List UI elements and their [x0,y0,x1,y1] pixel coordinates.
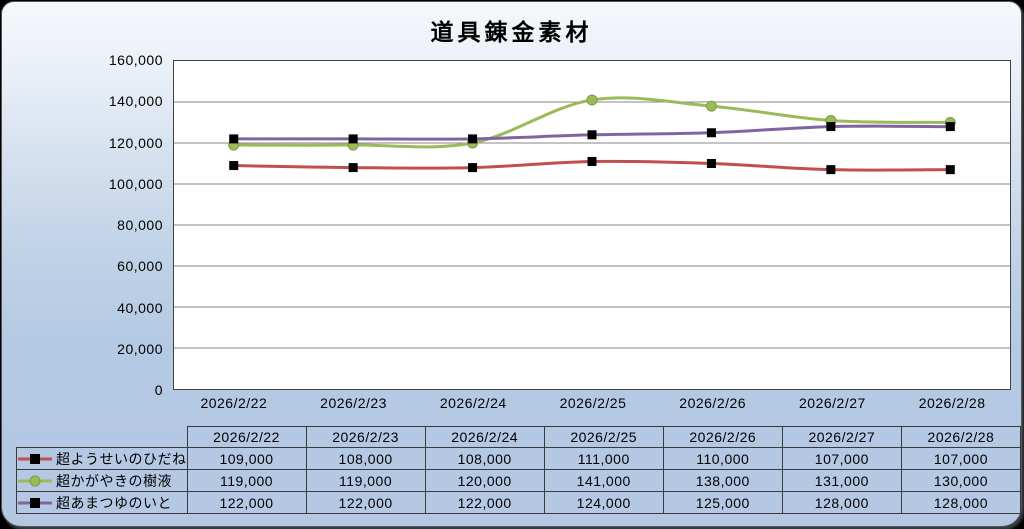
table-header-cell: 2026/2/24 [424,426,545,448]
table-value-cell: 110,000 [662,447,783,470]
table-value-cell: 125,000 [662,491,783,514]
chart-title: 道具錬金素材 [430,19,593,45]
table-value-cell: 124,000 [543,491,664,514]
series-label-cell: 超あまつゆのいと [16,491,188,514]
data-point-marker [468,134,478,144]
y-axis-tick: 40,000 [117,299,163,316]
x-axis-tick: 2026/2/22 [200,395,268,411]
table-header-cell: 2026/2/25 [543,426,664,448]
series-label-cell: 超かがやきの樹液 [16,469,188,492]
table-header-row: 2026/2/22 2026/2/23 2026/2/24 2026/2/25 2026… [17,426,1022,448]
table-value-cell: 128,000 [781,491,902,514]
legend-key-icon [18,475,52,486]
table-value-cell: 107,000 [781,447,902,470]
data-point-marker [229,161,239,171]
table-value-cell: 138,000 [662,469,783,492]
table-header-cell: 2026/2/28 [900,426,1022,448]
data-point-marker [826,122,836,132]
y-axis-tick: 160,000 [108,52,163,68]
data-point-marker [706,159,716,168]
data-table: 2026/2/22 2026/2/23 2026/2/24 2026/2/25 2026… [16,426,1022,514]
x-axis-tick: 2026/2/24 [439,395,507,411]
x-axis-tick: 2026/2/27 [799,395,866,411]
data-point-marker [706,128,716,138]
y-axis-tick: 20,000 [117,340,163,357]
data-point-marker [587,130,597,140]
data-point-marker [468,163,478,173]
table-header-cell: 2026/2/26 [662,426,783,448]
legend-key-icon [18,453,52,464]
table-header-cell: 2026/2/22 [186,426,307,448]
table-header-cell: 2026/2/27 [781,426,902,448]
data-point-marker [348,163,358,173]
data-point-marker [945,165,955,175]
table-value-cell: 131,000 [781,469,902,492]
legend-key-marker [30,453,40,464]
data-point-marker [826,165,836,175]
legend-key-marker [30,497,40,508]
series-label: 超かがやきの樹液 [17,471,186,491]
series-label: 超ようせいのひだね [17,449,187,469]
table-value-cell: 122,000 [305,491,426,514]
table-value-cell: 108,000 [305,447,426,470]
table-value-cell: 122,000 [424,491,545,514]
y-axis-tick: 120,000 [108,134,163,151]
y-axis-tick: 100,000 [108,175,163,192]
x-axis-tick: 2026/2/25 [559,395,627,411]
series-name: 超あまつゆのいと [56,494,172,511]
table-row: 超かがやきの樹液 119,000 119,000 120,000 141,000 138,… [16,469,1022,492]
table-value-cell: 122,000 [186,491,307,514]
plot-area [173,60,1011,390]
table-value-cell: 119,000 [186,469,307,492]
table-value-cell: 128,000 [900,491,1022,514]
table-value-cell: 119,000 [305,469,426,492]
y-axis-tick: 0 [154,382,163,398]
table-row: 超あまつゆのいと 122,000 122,000 122,000 124,000 125,… [16,491,1022,514]
table-row: 超ようせいのひだね 109,000 108,000 108,000 111,000 110… [16,447,1022,470]
table-value-cell: 109,000 [186,447,307,470]
x-axis-tick: 2026/2/26 [679,395,747,411]
data-point-marker [587,156,597,166]
table-value-cell: 108,000 [424,447,545,470]
y-axis-tick: 80,000 [117,217,163,233]
table-value-cell: 130,000 [900,469,1022,492]
line-chart [174,94,1010,349]
series-label: 超あまつゆのいと [17,493,186,513]
legend-key-marker [29,475,41,486]
series-label-cell: 超ようせいのひだね [16,447,188,470]
table-corner-cell [17,427,188,448]
table-value-cell: 111,000 [543,447,664,470]
data-point-marker [586,94,598,106]
data-point-marker [945,122,955,132]
table-value-cell: 141,000 [543,469,664,492]
table-value-cell: 107,000 [900,447,1022,470]
x-axis-tick: 2026/2/23 [320,395,387,411]
table-value-cell: 120,000 [424,469,545,492]
data-point-marker [705,100,717,112]
y-axis-tick: 140,000 [108,93,163,110]
series-name: 超ようせいのひだね [56,450,187,467]
legend-key-icon [18,497,52,508]
data-point-marker [229,134,239,144]
table-header-cell: 2026/2/23 [305,426,426,448]
series-name: 超かがやきの樹液 [56,472,172,489]
y-axis-tick: 60,000 [117,258,163,275]
x-axis-tick: 2026/2/28 [918,395,986,411]
data-point-marker [348,134,358,144]
